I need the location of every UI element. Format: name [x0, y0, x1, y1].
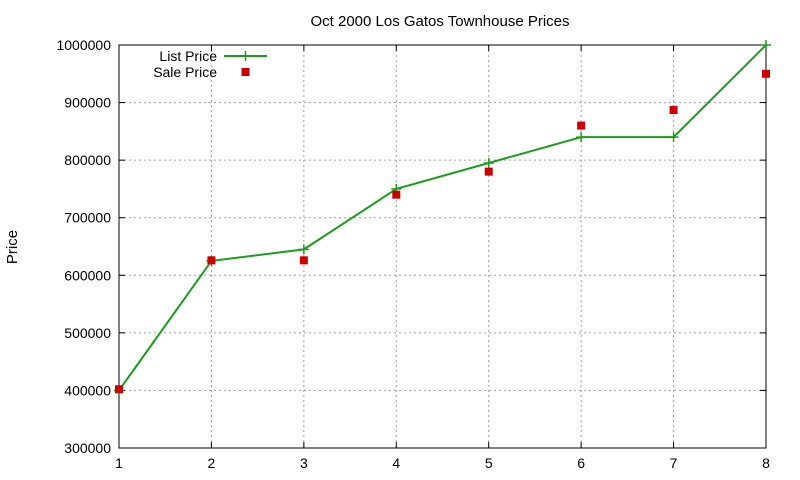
data-point-sale-price — [669, 106, 678, 115]
y-tick-label: 800000 — [64, 152, 111, 168]
x-tick-label: 1 — [115, 455, 123, 471]
plot-frame — [118, 44, 767, 449]
legend-entry-sale-price: Sale Price — [153, 64, 250, 80]
legend-label: Sale Price — [153, 64, 217, 80]
series-list-price — [114, 40, 771, 396]
legend-swatch-marker — [241, 68, 250, 76]
y-tick-label: 400000 — [64, 382, 111, 398]
y-tick-label: 900000 — [64, 95, 111, 111]
y-tick-label: 1000000 — [56, 37, 111, 53]
grid — [119, 45, 766, 448]
data-point-sale-price — [115, 385, 123, 394]
data-point-sale-price — [392, 190, 401, 199]
data-point-sale-price — [207, 256, 216, 265]
data-point-sale-price — [577, 121, 586, 130]
x-tick-label: 6 — [577, 455, 585, 471]
y-axis-label: Price — [4, 230, 21, 264]
series-line-list-price — [118, 44, 767, 392]
x-tick-label: 3 — [300, 455, 308, 471]
y-tick-label: 600000 — [64, 267, 111, 283]
legend-label: List Price — [159, 48, 217, 64]
legend-entry-list-price: List Price — [159, 48, 267, 64]
x-tick-label: 8 — [762, 455, 770, 471]
data-point-sale-price — [762, 69, 770, 78]
x-tick-label: 2 — [208, 455, 216, 471]
y-tick-label: 500000 — [64, 325, 111, 341]
series-layer — [114, 40, 771, 396]
axis-ticks: 1 2 3 4 5 6 7 8 300000 400000 500000 600000 700000 80… — [56, 37, 770, 471]
data-point-list-price — [668, 132, 679, 143]
legend-swatch-marker — [240, 51, 251, 61]
x-tick-label: 4 — [392, 455, 400, 471]
data-point-sale-price — [299, 256, 308, 265]
series-sale-price — [115, 69, 770, 394]
data-point-sale-price — [484, 167, 493, 176]
x-tick-label: 7 — [670, 455, 678, 471]
data-point-list-price — [761, 40, 771, 50]
chart-title: Oct 2000 Los Gatos Townhouse Prices — [310, 13, 569, 30]
y-tick-label: 700000 — [64, 210, 111, 226]
x-tick-label: 5 — [485, 455, 493, 471]
data-point-list-price — [576, 132, 587, 143]
data-point-list-price — [483, 158, 494, 169]
y-tick-label: 300000 — [64, 440, 111, 456]
data-point-list-price — [298, 244, 309, 255]
